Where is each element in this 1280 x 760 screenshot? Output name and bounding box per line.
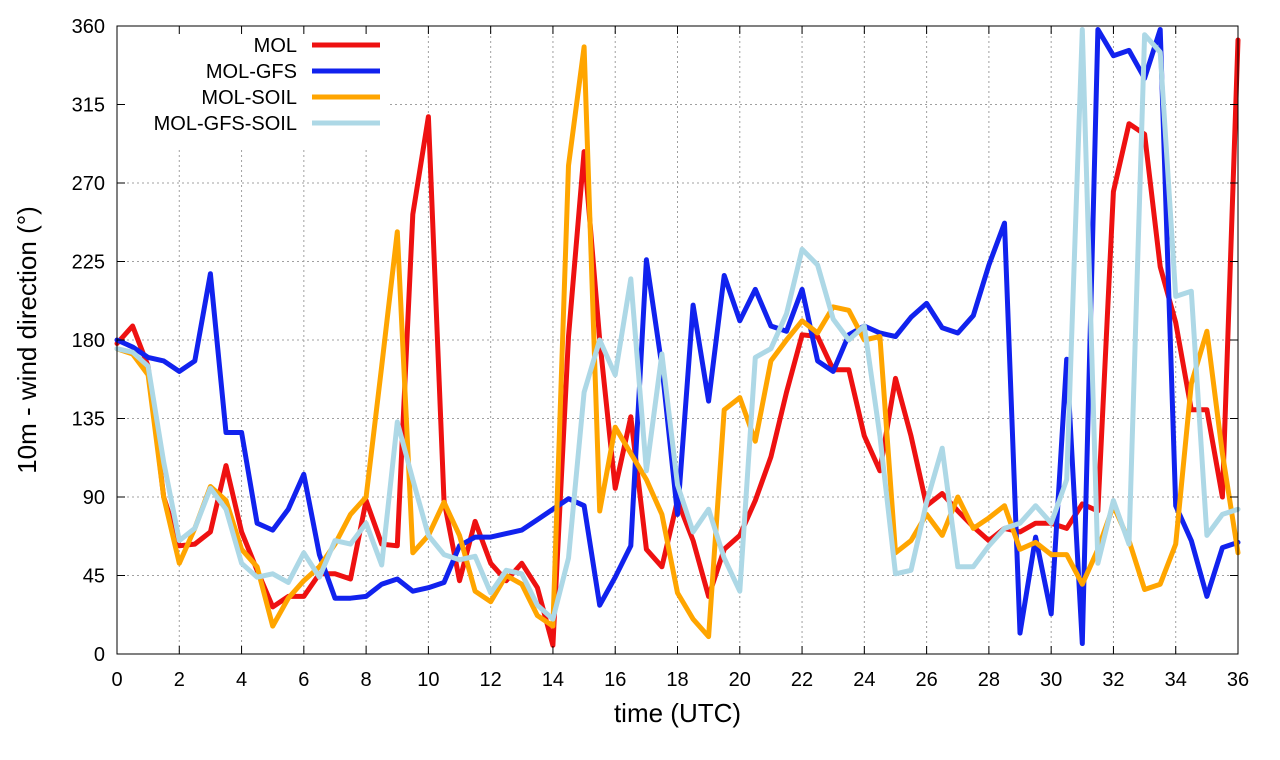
y-tick-labels: 0 45 90 135 180 225 270 315 360	[72, 16, 105, 666]
x-tick-label: 2	[174, 669, 185, 691]
y-tick-label: 90	[83, 487, 105, 509]
x-tick-label: 12	[480, 669, 502, 691]
x-tick-label: 4	[236, 669, 247, 691]
x-axis-title: time (UTC)	[614, 698, 741, 728]
ticks	[116, 25, 1239, 655]
x-tick-label: 10	[417, 669, 439, 691]
x-tick-label: 0	[111, 669, 122, 691]
x-tick-label: 14	[542, 669, 564, 691]
y-tick-label: 315	[72, 95, 105, 117]
x-tick-label: 30	[1040, 669, 1062, 691]
legend: MOL MOL-GFS MOL-SOIL MOL-GFS-SOIL	[154, 35, 380, 135]
x-tick-label: 28	[978, 669, 1000, 691]
legend-label-mol: MOL	[254, 35, 297, 57]
x-tick-label: 26	[915, 669, 937, 691]
x-tick-label: 20	[729, 669, 751, 691]
series-line-mol-gfs-soil	[114, 27, 1241, 622]
y-tick-label: 0	[94, 644, 105, 666]
series-layer	[114, 27, 1241, 648]
y-tick-label: 45	[83, 566, 105, 588]
x-tick-label: 18	[666, 669, 688, 691]
y-tick-label: 360	[72, 16, 105, 38]
x-tick-label: 36	[1227, 669, 1249, 691]
y-axis-title: 10m - wind direction (°)	[12, 206, 42, 474]
x-tick-label: 32	[1102, 669, 1124, 691]
y-tick-label: 225	[72, 252, 105, 274]
x-tick-label: 8	[361, 669, 372, 691]
grid	[117, 26, 1238, 654]
legend-label-mol-gfs-soil: MOL-GFS-SOIL	[154, 113, 297, 135]
y-tick-label: 270	[72, 173, 105, 195]
x-tick-label: 22	[791, 669, 813, 691]
x-tick-label: 16	[604, 669, 626, 691]
x-tick-label: 6	[298, 669, 309, 691]
x-tick-label: 34	[1165, 669, 1187, 691]
legend-label-mol-gfs: MOL-GFS	[206, 61, 297, 83]
series-line-mol-gfs	[114, 27, 1241, 646]
legend-label-mol-soil: MOL-SOIL	[201, 87, 297, 109]
y-tick-label: 180	[72, 330, 105, 352]
y-tick-label: 135	[72, 409, 105, 431]
series-line-mol-soil	[114, 44, 1241, 640]
x-tick-labels: 0 2 4 6 8 10 12 14 16 18 20 22 24 26 28 30 32 34 36	[111, 669, 1249, 691]
x-tick-label: 24	[853, 669, 875, 691]
